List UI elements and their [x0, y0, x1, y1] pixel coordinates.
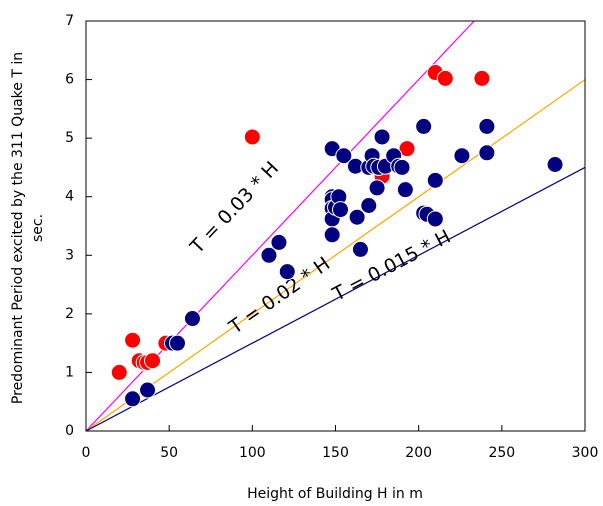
line-annotation: T = 0.015 * H — [328, 226, 454, 307]
plot-frame — [85, 20, 586, 432]
y-tick-label: 3 — [65, 247, 74, 263]
point — [270, 233, 288, 251]
point — [335, 147, 353, 165]
point — [453, 147, 471, 165]
x-tick-label: 0 — [82, 445, 91, 461]
point — [436, 69, 454, 87]
point — [398, 140, 416, 158]
point — [331, 201, 349, 219]
point — [426, 171, 444, 189]
point — [323, 226, 341, 244]
point — [351, 240, 369, 258]
x-tick-label: 50 — [160, 445, 178, 461]
point — [168, 334, 186, 352]
y-tick-label: 2 — [65, 306, 74, 322]
point — [124, 390, 142, 408]
point — [373, 128, 391, 146]
point — [144, 352, 162, 370]
y-tick-label: 4 — [65, 189, 74, 205]
y-tick-label: 7 — [65, 13, 74, 29]
point — [360, 197, 378, 214]
point — [183, 310, 201, 328]
y-tick-label: 5 — [65, 130, 74, 146]
x-tick-label: 300 — [572, 445, 599, 461]
point — [278, 263, 296, 281]
point — [478, 117, 496, 135]
line-annotation: T = 0.02 * H — [224, 253, 334, 339]
x-tick-label: 200 — [405, 445, 432, 461]
point — [546, 156, 564, 173]
point — [110, 363, 128, 381]
point — [473, 69, 491, 87]
y-axis-label: Predominant Period excited by the 311 Qu… — [10, 52, 26, 404]
point — [139, 381, 157, 399]
reference-line — [86, 79, 585, 431]
point — [368, 179, 386, 197]
point — [393, 158, 411, 176]
point — [478, 144, 496, 162]
point — [415, 117, 433, 135]
y-tick-label: 1 — [65, 364, 74, 380]
reference-line — [86, 166, 585, 431]
x-axis-label: Height of Building H in m — [247, 486, 423, 502]
y-tick-label: 0 — [65, 423, 74, 439]
y-axis-label: sec. — [30, 214, 46, 242]
x-tick-label: 150 — [322, 445, 349, 461]
point — [243, 128, 261, 146]
line-annotation: T = 0.03 * H — [185, 157, 283, 258]
point — [260, 246, 278, 264]
point — [124, 331, 142, 349]
x-tick-label: 250 — [488, 445, 515, 461]
point — [426, 210, 444, 228]
point — [396, 181, 414, 199]
x-tick-label: 100 — [239, 445, 266, 461]
point — [348, 208, 366, 226]
y-tick-label: 6 — [65, 72, 74, 88]
